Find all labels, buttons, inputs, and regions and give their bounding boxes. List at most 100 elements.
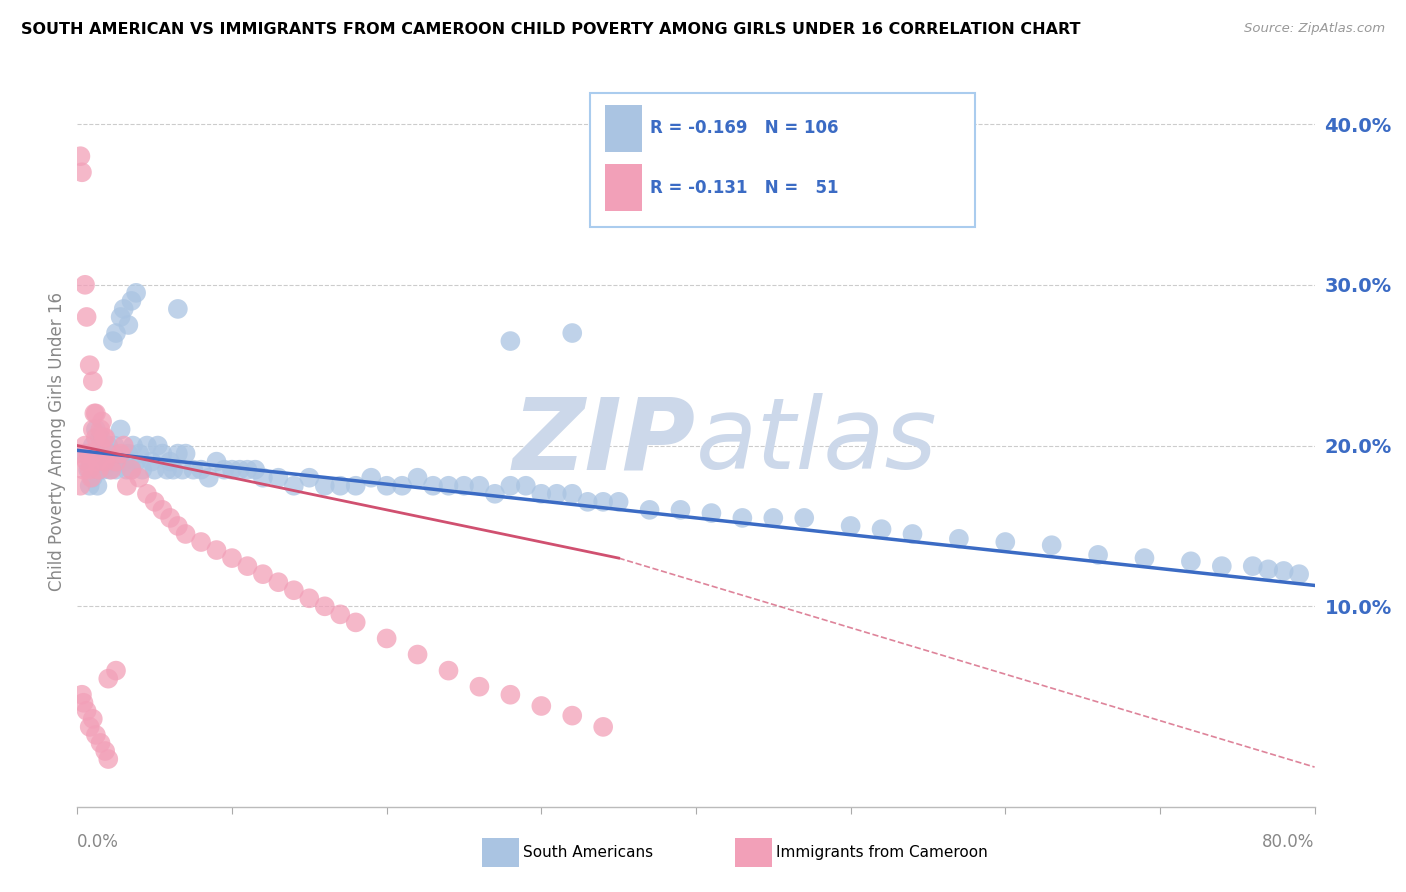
- Point: [530, 487, 553, 501]
- Point: [108, 455, 131, 469]
- Point: [105, 664, 127, 678]
- Point: [97, 447, 120, 461]
- Point: [994, 535, 1017, 549]
- Point: [530, 698, 553, 713]
- Point: [90, 736, 111, 750]
- Point: [1257, 562, 1279, 576]
- Point: [190, 535, 212, 549]
- Point: [97, 672, 120, 686]
- Point: [561, 326, 583, 340]
- Point: [214, 463, 236, 477]
- Point: [117, 447, 139, 461]
- Point: [236, 463, 259, 477]
- Point: [84, 406, 107, 420]
- Point: [70, 447, 93, 461]
- Point: [344, 615, 367, 630]
- Point: [122, 439, 145, 453]
- Point: [546, 487, 568, 501]
- Point: [1133, 551, 1156, 566]
- Point: [83, 447, 105, 461]
- Text: Immigrants from Cameroon: Immigrants from Cameroon: [776, 846, 988, 860]
- Text: Source: ZipAtlas.com: Source: ZipAtlas.com: [1244, 22, 1385, 36]
- Point: [638, 503, 661, 517]
- Point: [159, 511, 181, 525]
- Point: [117, 318, 139, 332]
- Point: [205, 455, 228, 469]
- Point: [437, 664, 460, 678]
- Point: [76, 455, 98, 469]
- Point: [70, 165, 93, 179]
- Point: [86, 455, 108, 469]
- Point: [143, 495, 166, 509]
- Y-axis label: Child Poverty Among Girls Under 16: Child Poverty Among Girls Under 16: [48, 292, 66, 591]
- Point: [1241, 559, 1264, 574]
- Text: South Americans: South Americans: [523, 846, 654, 860]
- Point: [146, 439, 169, 453]
- Point: [422, 479, 444, 493]
- Point: [159, 455, 181, 469]
- Point: [221, 463, 243, 477]
- Point: [96, 447, 118, 461]
- Point: [141, 455, 163, 469]
- Point: [607, 495, 630, 509]
- Point: [131, 463, 153, 477]
- Point: [80, 455, 103, 469]
- Point: [236, 559, 259, 574]
- Point: [762, 511, 785, 525]
- Point: [110, 447, 132, 461]
- Point: [82, 447, 104, 461]
- Point: [245, 463, 267, 477]
- Point: [468, 680, 491, 694]
- Point: [314, 479, 336, 493]
- Point: [112, 455, 135, 469]
- Point: [70, 688, 93, 702]
- Point: [112, 439, 135, 453]
- Point: [375, 632, 398, 646]
- Point: [128, 447, 150, 461]
- Point: [136, 439, 159, 453]
- Point: [103, 439, 125, 453]
- Point: [228, 463, 252, 477]
- Point: [375, 479, 398, 493]
- Point: [91, 414, 114, 428]
- Point: [75, 277, 96, 292]
- Point: [77, 447, 100, 461]
- Text: ZIP: ZIP: [513, 393, 696, 490]
- Point: [468, 479, 491, 493]
- Point: [100, 455, 122, 469]
- Point: [84, 430, 107, 444]
- Point: [94, 455, 117, 469]
- Point: [82, 439, 104, 453]
- Point: [499, 334, 522, 348]
- Point: [1288, 567, 1310, 582]
- Point: [592, 495, 614, 509]
- Point: [1211, 559, 1233, 574]
- Point: [793, 511, 815, 525]
- Point: [1040, 538, 1063, 552]
- Point: [267, 471, 290, 485]
- Point: [79, 720, 101, 734]
- Point: [298, 471, 321, 485]
- Point: [499, 688, 522, 702]
- Point: [105, 326, 127, 340]
- Point: [90, 430, 111, 444]
- Point: [167, 519, 190, 533]
- Point: [205, 543, 228, 558]
- Point: [121, 463, 143, 477]
- Point: [87, 463, 110, 477]
- Point: [561, 487, 583, 501]
- Point: [110, 310, 132, 324]
- Point: [669, 503, 692, 517]
- Point: [110, 422, 132, 436]
- Point: [101, 334, 124, 348]
- Point: [267, 575, 290, 590]
- Point: [484, 487, 506, 501]
- Point: [94, 430, 117, 444]
- Text: 80.0%: 80.0%: [1263, 833, 1315, 851]
- Point: [174, 527, 197, 541]
- Point: [143, 463, 166, 477]
- Point: [72, 696, 94, 710]
- Point: [80, 471, 103, 485]
- Point: [93, 430, 115, 444]
- Point: [453, 479, 475, 493]
